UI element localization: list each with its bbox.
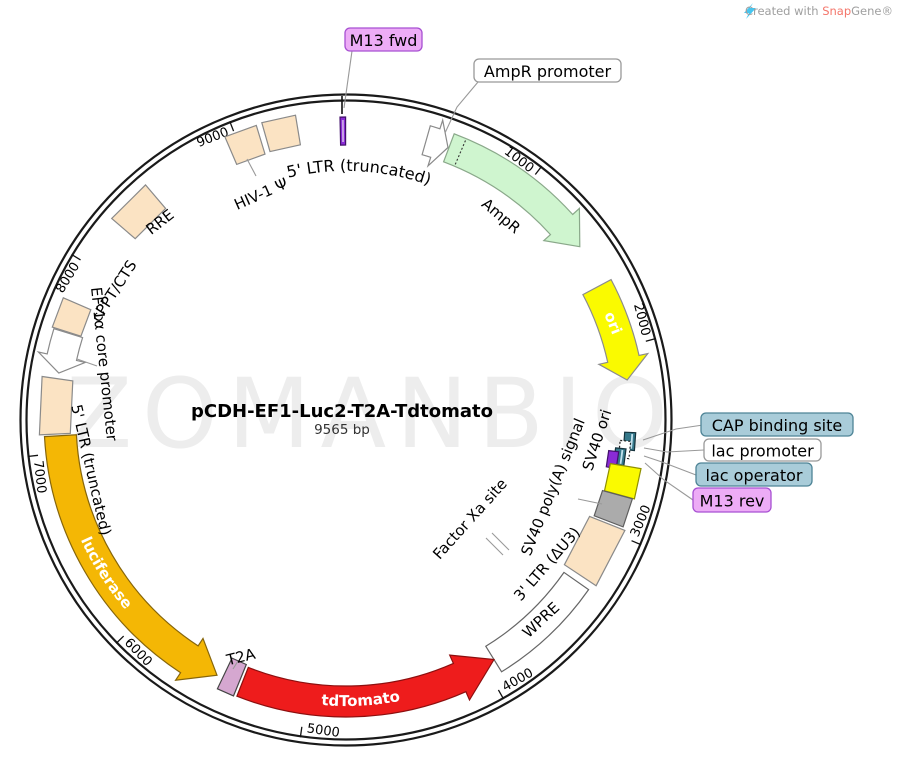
label-factor-xa-site: Factor Xa site [429,475,511,563]
label-curved-5-ltr-truncated: 5' LTR (truncated) [285,156,434,189]
credit-brand-snap: Snap [822,4,851,18]
feature-sv40-poly-a-signal [593,489,634,528]
feature-cap-binding-site-stripe [630,434,634,449]
snapgene-credit: Created with SnapGene® [744,3,893,19]
label-curved-text: 5' LTR (truncated) [285,156,434,189]
feature-tdtomato [236,654,496,718]
tick-label-8000: 8000 [53,260,83,296]
ef1a-callout [76,358,98,367]
m13-fwd-callout [343,50,353,109]
tick-mark-6000 [115,635,125,644]
feature-ef-1a-core-promoter [36,327,88,374]
factor-xa-callout-a [485,537,504,556]
feature-lac-operator-stripe [619,449,624,464]
feature-3-ltr-delta-u3 [563,515,626,587]
tick-mark-8000 [71,253,81,261]
tick-mark-3000 [631,540,642,546]
tick-mark-1000 [534,165,543,175]
feature-rre [110,184,167,240]
tick-label-7000: 7000 [30,460,49,495]
lac-promoter-callout [643,447,705,453]
svg-text:Created with SnapGene®: Created with SnapGene® [745,4,893,18]
label-box-text-m13-rev: M13 rev [700,492,765,511]
tick-label-5000: 5000 [306,721,341,741]
tick-mark-7000 [27,454,39,458]
cap-callout [642,424,704,441]
tick-mark-2000 [645,337,657,342]
ampr-promoter-callout [444,81,479,134]
feature-5-ltr-truncated-left [38,375,74,436]
label-box-lac-operator [695,462,813,487]
credit-brand-gene: Gene® [851,4,893,18]
plasmid-ring-inner [25,99,667,741]
label-curved-tdtomato: tdTomato [321,687,401,710]
plasmid-size: 9565 bp [314,422,370,438]
feature-ori [582,278,650,381]
feature-ampr [442,133,581,248]
tick-mark-5000 [299,726,303,738]
label-box-text-ampr-promoter: AmpR promoter [484,62,612,81]
feature-cppt-cts [51,296,92,337]
t2a-callout [232,660,239,670]
watermark-text: ZOMANBIO [66,358,677,470]
label-box-ampr-promoter [473,58,622,83]
label-box-cap-binding-site [700,412,854,437]
label-curved-text: tdTomato [321,687,401,710]
feature-ampr-start-divider [454,140,467,165]
label-box-m13-rev [692,487,772,513]
feature-hiv-1-psi [224,124,266,166]
feature-luciferase [43,434,218,681]
tick-mark-9000 [229,121,235,132]
feature-t2a [216,657,248,697]
feature-sv40-ori [603,462,642,500]
label-hiv-1: HIV-1 Ψ [231,174,290,213]
feature-5-ltr-truncated-top [261,114,302,153]
plasmid-title: pCDH-EF1-Luc2-T2A-Tdtomato [191,401,493,422]
label-box-text-lac-promoter: lac promoter [711,442,814,461]
factor-xa-callout-b [491,532,510,551]
snapgene-logo-icon [744,3,756,19]
credit-prefix: Created with [745,4,822,18]
sv40-polya-callout [577,498,603,505]
label-box-m13-fwd [344,27,423,52]
feature-ampr-promoter [421,117,449,168]
label-box-text-cap-binding-site: CAP binding site [712,416,842,435]
label-box-text-lac-operator: lac operator [706,466,803,485]
label-box-lac-promoter [703,438,822,462]
label-box-text-m13-fwd: M13 fwd [350,31,418,50]
lac-operator-callout [643,455,697,476]
m13-rev-callout [644,462,694,501]
tick-mark-4000 [497,689,505,700]
hiv1-psi-callout [246,158,257,177]
label-t2a: T2A [224,645,258,670]
